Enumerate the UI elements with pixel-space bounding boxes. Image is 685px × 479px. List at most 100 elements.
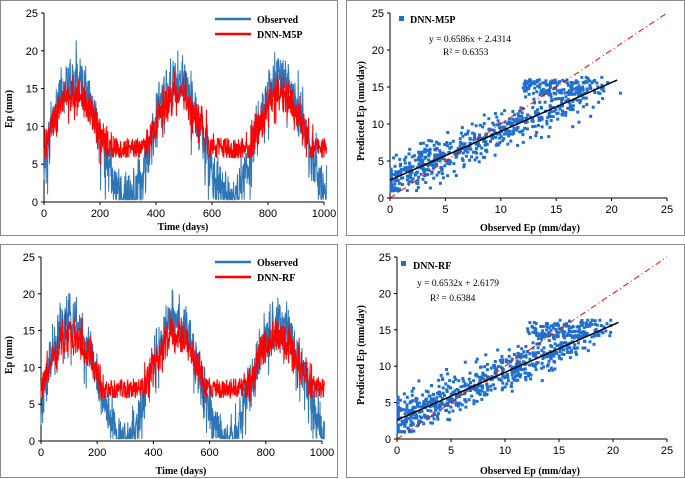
x-tick-label: 0 [41,208,47,220]
scatter-point [505,382,509,386]
scatter-point [547,353,551,357]
scatter-point [531,351,535,355]
scatter-point [540,366,544,370]
scatter-point [475,357,479,361]
scatter-point [456,147,460,151]
scatter-point [515,119,519,123]
scatter-point [423,404,427,408]
scatter-point [565,342,569,346]
scatter-point [463,398,467,402]
scatter-point [510,357,514,361]
scatter-point [404,408,408,412]
scatter-point [414,414,418,417]
scatter-point [559,341,563,345]
y-axis-label: Predicted Ep (mm/day) [356,305,367,405]
y-tick-label: 20 [23,289,35,301]
scatter-point [544,355,548,359]
scatter-point [449,405,453,409]
scatter-point [431,404,435,408]
scatter-point [537,78,541,82]
scatter-point [417,401,421,405]
scatter-point [560,91,564,95]
y-axis-label: Ep (mm) [4,90,15,128]
scatter-point [518,130,522,134]
scatter-point [461,151,465,155]
scatter-point [412,429,416,433]
scatter-point [498,136,502,140]
scatter-point [422,168,426,172]
scatter-point [566,345,570,349]
scatter-point [482,139,486,143]
scatter-point [503,109,507,113]
scatter-point [545,325,549,328]
scatter-point [568,346,572,350]
scatter-point [560,101,564,105]
scatter-point [568,319,571,323]
scatter-point [471,131,475,135]
y-tick-label: 15 [23,326,35,338]
scatter-point [393,164,397,168]
scatter-point [500,125,503,129]
scatter-point [442,157,446,161]
scatter-point [573,92,577,96]
scatter-point [524,355,528,359]
scatter-point [451,139,455,143]
scatter-point [399,430,403,434]
scatter-point [410,389,414,393]
y-tick-label: 0 [385,434,391,446]
scatter-point [547,339,551,342]
scatter-point [581,80,585,84]
scatter-point [423,156,427,160]
scatter-point [567,327,571,331]
scatter-point [567,83,570,87]
scatter-point [515,369,519,373]
scatter-point [401,183,404,186]
scatter-point [442,403,446,407]
y-tick-label: 25 [26,8,38,20]
scatter-point [495,142,499,146]
scatter-point [501,369,505,373]
scatter-point [392,156,396,160]
scatter-point [554,334,558,338]
scatter-point [522,350,526,354]
scatter-point [536,346,540,350]
scatter-point [578,331,582,335]
legend-predicted-label: DNN-RF [257,273,295,284]
scatter-point [497,377,501,381]
scatter-point [493,130,497,134]
scatter-point [526,86,530,90]
scatter-point [534,134,538,138]
x-tick-label: 200 [88,447,106,459]
scatter-point [540,116,544,120]
scatter-point [423,174,427,178]
scatter-point [524,375,527,379]
scatter-point [405,395,409,399]
scatter-point [389,175,393,179]
scatter-point [551,81,555,85]
scatter-point [562,88,566,92]
scatter-point [541,87,545,91]
scatter-point [585,90,589,94]
scatter-point [559,357,563,361]
scatter-point [520,111,524,115]
scatter-point [561,341,565,345]
scatter-point [595,323,599,327]
scatter-point [503,376,507,380]
scatter-point [544,83,548,87]
scatter-point [552,91,556,95]
scatter-point [473,137,477,141]
scatter-point [584,75,588,79]
scatter-point [601,86,605,90]
scatter-point [538,82,542,86]
legend-marker [399,16,404,21]
scatter-point [472,399,476,403]
scatter-point [389,182,393,186]
scatter-point [560,352,564,356]
scatter-point [515,379,519,382]
scatter-point [403,419,407,423]
scatter-point [403,158,407,162]
scatter-point [581,346,585,350]
scatter-point [558,91,562,95]
scatter-point [485,392,489,396]
scatter-point [566,350,569,354]
